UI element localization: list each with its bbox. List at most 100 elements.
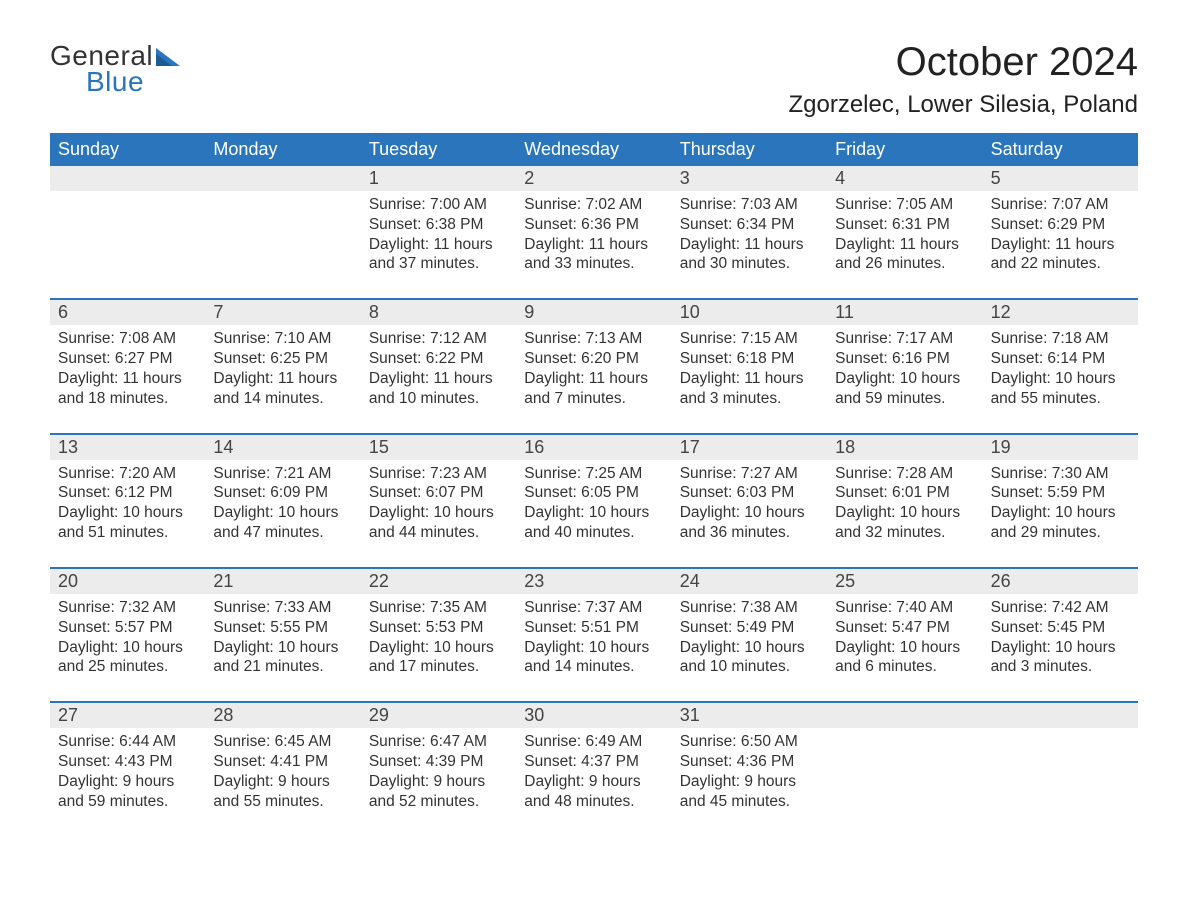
daylight1-text: Daylight: 11 hours — [680, 235, 819, 255]
daynum-row: 12345 — [50, 166, 1138, 191]
daylight1-text: Daylight: 11 hours — [524, 235, 663, 255]
sunset-text: Sunset: 5:45 PM — [991, 618, 1130, 638]
daynum-row: 6789101112 — [50, 300, 1138, 325]
daylight1-text: Daylight: 10 hours — [991, 369, 1130, 389]
daylight1-text: Daylight: 10 hours — [835, 503, 974, 523]
sunrise-text: Sunrise: 7:00 AM — [369, 195, 508, 215]
daylight1-text: Daylight: 9 hours — [369, 772, 508, 792]
week-row: 6789101112Sunrise: 7:08 AMSunset: 6:27 P… — [50, 298, 1138, 432]
sunset-text: Sunset: 6:34 PM — [680, 215, 819, 235]
daylight2-text: and 48 minutes. — [524, 792, 663, 812]
daylight1-text: Daylight: 10 hours — [213, 503, 352, 523]
day-cell: Sunrise: 6:45 AMSunset: 4:41 PMDaylight:… — [205, 728, 360, 835]
daylight1-text: Daylight: 10 hours — [835, 369, 974, 389]
day-number: 27 — [50, 703, 205, 728]
sunrise-text: Sunrise: 6:49 AM — [524, 732, 663, 752]
daylight2-text: and 44 minutes. — [369, 523, 508, 543]
day-cell: Sunrise: 7:13 AMSunset: 6:20 PMDaylight:… — [516, 325, 671, 432]
daylight1-text: Daylight: 11 hours — [213, 369, 352, 389]
day-number: 10 — [672, 300, 827, 325]
day-cell: Sunrise: 7:42 AMSunset: 5:45 PMDaylight:… — [983, 594, 1138, 701]
week-row: 13141516171819Sunrise: 7:20 AMSunset: 6:… — [50, 433, 1138, 567]
sunrise-text: Sunrise: 7:40 AM — [835, 598, 974, 618]
sunrise-text: Sunrise: 7:12 AM — [369, 329, 508, 349]
day-cell: Sunrise: 7:27 AMSunset: 6:03 PMDaylight:… — [672, 460, 827, 567]
title-block: October 2024 Zgorzelec, Lower Silesia, P… — [788, 40, 1138, 119]
daylight2-text: and 55 minutes. — [991, 389, 1130, 409]
day-header: Thursday — [672, 133, 827, 166]
sunset-text: Sunset: 6:22 PM — [369, 349, 508, 369]
day-number: 7 — [205, 300, 360, 325]
daylight1-text: Daylight: 10 hours — [991, 503, 1130, 523]
day-number: 30 — [516, 703, 671, 728]
day-header: Monday — [205, 133, 360, 166]
sunset-text: Sunset: 5:51 PM — [524, 618, 663, 638]
daylight2-text: and 14 minutes. — [213, 389, 352, 409]
day-cell: Sunrise: 6:49 AMSunset: 4:37 PMDaylight:… — [516, 728, 671, 835]
daylight1-text: Daylight: 10 hours — [58, 638, 197, 658]
day-number: 9 — [516, 300, 671, 325]
day-number: 16 — [516, 435, 671, 460]
day-header-row: Sunday Monday Tuesday Wednesday Thursday… — [50, 133, 1138, 166]
day-cell — [50, 191, 205, 298]
sunset-text: Sunset: 6:27 PM — [58, 349, 197, 369]
day-number: 2 — [516, 166, 671, 191]
daylight1-text: Daylight: 10 hours — [369, 638, 508, 658]
daylight1-text: Daylight: 11 hours — [369, 235, 508, 255]
daylight1-text: Daylight: 10 hours — [524, 638, 663, 658]
logo-text-blue: Blue — [86, 66, 144, 98]
day-cell: Sunrise: 7:23 AMSunset: 6:07 PMDaylight:… — [361, 460, 516, 567]
daylight1-text: Daylight: 11 hours — [991, 235, 1130, 255]
sunrise-text: Sunrise: 7:30 AM — [991, 464, 1130, 484]
sunrise-text: Sunrise: 7:27 AM — [680, 464, 819, 484]
daylight1-text: Daylight: 11 hours — [680, 369, 819, 389]
sunrise-text: Sunrise: 6:47 AM — [369, 732, 508, 752]
sunrise-text: Sunrise: 7:03 AM — [680, 195, 819, 215]
day-number: 21 — [205, 569, 360, 594]
week-row: 12345Sunrise: 7:00 AMSunset: 6:38 PMDayl… — [50, 166, 1138, 298]
daylight2-text: and 6 minutes. — [835, 657, 974, 677]
daylight2-text: and 55 minutes. — [213, 792, 352, 812]
daylight2-text: and 10 minutes. — [680, 657, 819, 677]
day-number — [983, 703, 1138, 728]
daynum-row: 20212223242526 — [50, 569, 1138, 594]
daylight2-text: and 59 minutes. — [58, 792, 197, 812]
day-number: 31 — [672, 703, 827, 728]
day-number — [205, 166, 360, 191]
sunset-text: Sunset: 6:25 PM — [213, 349, 352, 369]
day-cell: Sunrise: 7:05 AMSunset: 6:31 PMDaylight:… — [827, 191, 982, 298]
day-number: 12 — [983, 300, 1138, 325]
sunset-text: Sunset: 6:01 PM — [835, 483, 974, 503]
day-number: 13 — [50, 435, 205, 460]
daylight2-text: and 14 minutes. — [524, 657, 663, 677]
daylight1-text: Daylight: 10 hours — [991, 638, 1130, 658]
sunset-text: Sunset: 4:36 PM — [680, 752, 819, 772]
day-cell: Sunrise: 7:28 AMSunset: 6:01 PMDaylight:… — [827, 460, 982, 567]
daylight2-text: and 25 minutes. — [58, 657, 197, 677]
day-cell: Sunrise: 7:21 AMSunset: 6:09 PMDaylight:… — [205, 460, 360, 567]
day-cell: Sunrise: 6:44 AMSunset: 4:43 PMDaylight:… — [50, 728, 205, 835]
day-cell: Sunrise: 7:25 AMSunset: 6:05 PMDaylight:… — [516, 460, 671, 567]
daylight1-text: Daylight: 9 hours — [213, 772, 352, 792]
daylight2-text: and 3 minutes. — [680, 389, 819, 409]
daylight2-text: and 18 minutes. — [58, 389, 197, 409]
logo: General Blue — [50, 40, 180, 98]
header: General Blue October 2024 Zgorzelec, Low… — [50, 40, 1138, 119]
sunset-text: Sunset: 6:03 PM — [680, 483, 819, 503]
day-cell: Sunrise: 7:03 AMSunset: 6:34 PMDaylight:… — [672, 191, 827, 298]
sunset-text: Sunset: 6:29 PM — [991, 215, 1130, 235]
sunrise-text: Sunrise: 7:17 AM — [835, 329, 974, 349]
day-cell: Sunrise: 7:20 AMSunset: 6:12 PMDaylight:… — [50, 460, 205, 567]
sunset-text: Sunset: 6:14 PM — [991, 349, 1130, 369]
daylight2-text: and 37 minutes. — [369, 254, 508, 274]
sunset-text: Sunset: 5:49 PM — [680, 618, 819, 638]
sunrise-text: Sunrise: 7:02 AM — [524, 195, 663, 215]
day-number: 20 — [50, 569, 205, 594]
sunrise-text: Sunrise: 7:21 AM — [213, 464, 352, 484]
calendar: Sunday Monday Tuesday Wednesday Thursday… — [50, 133, 1138, 836]
day-header: Tuesday — [361, 133, 516, 166]
sunrise-text: Sunrise: 7:18 AM — [991, 329, 1130, 349]
day-cell: Sunrise: 7:15 AMSunset: 6:18 PMDaylight:… — [672, 325, 827, 432]
day-cell: Sunrise: 6:47 AMSunset: 4:39 PMDaylight:… — [361, 728, 516, 835]
day-cell: Sunrise: 7:10 AMSunset: 6:25 PMDaylight:… — [205, 325, 360, 432]
